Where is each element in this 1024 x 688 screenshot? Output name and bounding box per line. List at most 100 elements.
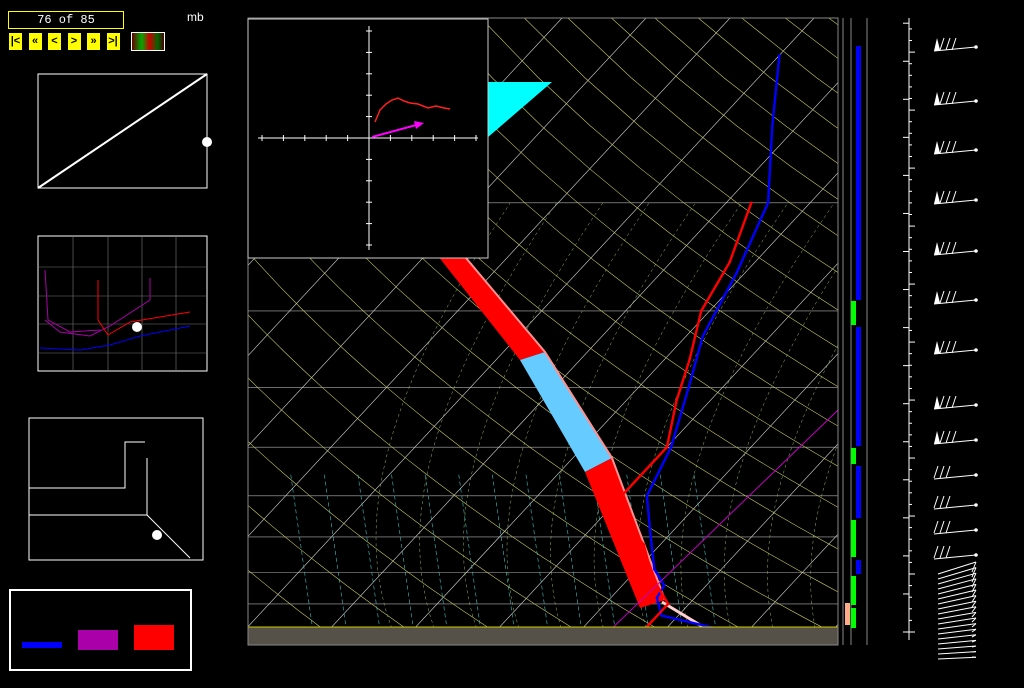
data-point (778, 54, 781, 57)
storm-character-chart (37, 235, 208, 372)
barb-staff (933, 149, 977, 155)
mixing-ratio-line (558, 472, 584, 645)
data-point (648, 567, 652, 571)
dry-adiabat (248, 251, 771, 645)
barb-station (974, 473, 978, 477)
barb-staff (933, 439, 977, 445)
barb-pennant (934, 396, 940, 409)
data-point (688, 358, 691, 361)
dry-adiabat (263, 18, 838, 508)
data-point (652, 577, 655, 581)
barb-station (974, 298, 978, 302)
barb-feather (951, 37, 957, 51)
barb-feather (945, 37, 951, 51)
wind-barb (933, 395, 978, 410)
low-level-barb (937, 651, 977, 655)
storm-motion-arrowhead (414, 121, 424, 129)
barb-feather (939, 241, 945, 255)
barb-feather (945, 241, 951, 255)
wind-barb (933, 140, 978, 155)
barb-station (974, 45, 978, 49)
barb-feather (939, 545, 945, 559)
barb-station (974, 148, 978, 152)
data-point (735, 271, 738, 275)
wind-barb (933, 37, 978, 52)
dry-adiabat (248, 377, 601, 645)
mixing-ratio-line (290, 472, 316, 645)
loop-color-icon[interactable] (131, 32, 165, 51)
barb-feather (951, 340, 957, 354)
barb-feather (933, 545, 939, 559)
cloud-layer-bar (856, 560, 861, 574)
barb-staff (933, 199, 977, 205)
storm-category-legend (9, 589, 192, 671)
barb-pennant (934, 341, 940, 354)
barb-feather (945, 520, 951, 534)
mixing-ratio-line (323, 472, 349, 645)
micro-boundary (29, 441, 145, 489)
barb-pennant (934, 141, 940, 154)
last-frame-button[interactable]: >| (105, 32, 121, 51)
isotherm-line (734, 533, 838, 645)
step-back-button[interactable]: < (47, 32, 62, 51)
step-forward-fast-button[interactable]: » (86, 32, 101, 51)
low-level-barb (937, 656, 977, 660)
moist-adiabat (593, 202, 742, 645)
barb-staff (933, 404, 977, 410)
mixing-ratio-line (525, 472, 551, 645)
barb-feather (945, 495, 951, 509)
barb-feather (939, 395, 945, 409)
dry-adiabat (248, 504, 431, 645)
low-level-barb-feather (971, 567, 977, 578)
barb-feather (945, 340, 951, 354)
wind-barb (933, 290, 978, 305)
ordinary-curve (39, 325, 191, 351)
barb-feather (939, 495, 945, 509)
wind-barb (933, 190, 978, 205)
cloud-layer-bar (851, 608, 856, 628)
dry-adiabat (654, 18, 838, 164)
low-level-barb-feather (971, 600, 977, 608)
low-level-barb-feather (971, 617, 977, 623)
barb-station (974, 528, 978, 532)
barb-station (974, 503, 978, 507)
first-frame-button[interactable]: |< (8, 32, 23, 51)
step-forward-button[interactable]: > (66, 32, 82, 51)
barb-feather (951, 140, 957, 154)
low-level-barb (937, 600, 977, 610)
micro-frame (28, 417, 204, 561)
barb-feather (951, 395, 957, 409)
barb-station (974, 348, 978, 352)
step-back-fast-button[interactable]: « (27, 32, 43, 51)
wind-barb (933, 340, 978, 355)
cloud-layer-bar (856, 46, 861, 300)
data-point (653, 567, 656, 571)
dry-adiabat (785, 18, 838, 59)
data-point (649, 535, 652, 539)
barb-pennant (934, 38, 940, 51)
data-point (675, 399, 678, 403)
dry-adiabat (248, 188, 838, 637)
barb-pennant (934, 191, 940, 204)
low-level-barb-feather (971, 634, 977, 638)
data-point (665, 445, 669, 449)
moist-adiabat (767, 344, 838, 645)
isotherm-line (903, 18, 1024, 645)
low-level-barb-feather (971, 612, 977, 618)
barb-feather (939, 91, 945, 105)
barb-feather (939, 465, 945, 479)
data-point (666, 602, 670, 606)
barb-feather (945, 430, 951, 444)
barb-feather (945, 290, 951, 304)
low-level-barb (937, 639, 977, 645)
barb-station (974, 249, 978, 253)
low-level-barb (937, 589, 977, 600)
low-level-barb (937, 595, 977, 605)
cloud-layer-bar (851, 520, 856, 557)
surface-layer-bar (845, 603, 850, 625)
barb-feather (945, 91, 951, 105)
skew-t-border (247, 17, 839, 646)
data-point (621, 519, 625, 523)
dry-adiabat (437, 18, 838, 349)
barb-feather (933, 465, 939, 479)
